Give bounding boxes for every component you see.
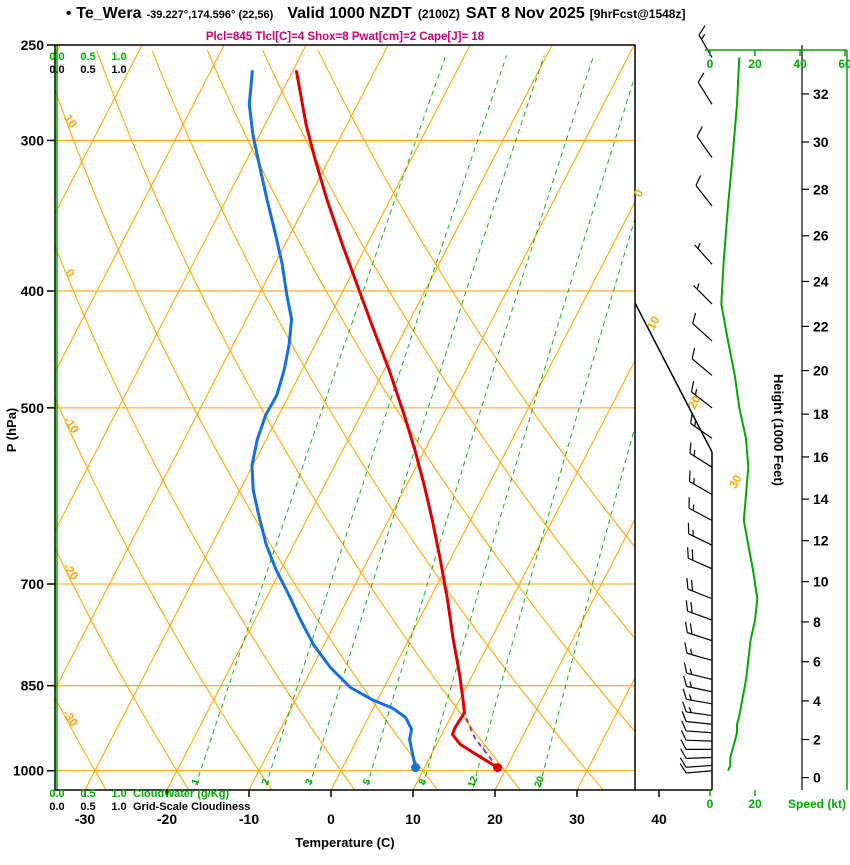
station-coordinates: -39.227°,174.596° (22,56) <box>146 9 273 21</box>
svg-text:-20: -20 <box>157 811 177 827</box>
svg-text:2: 2 <box>813 732 821 748</box>
svg-text:-30: -30 <box>60 707 82 730</box>
svg-text:12: 12 <box>813 533 829 549</box>
svg-text:Speed (kt): Speed (kt) <box>788 797 846 811</box>
plot-frame <box>55 45 712 790</box>
svg-text:24: 24 <box>813 273 829 289</box>
svg-text:12: 12 <box>466 774 481 789</box>
svg-text:3: 3 <box>304 777 316 787</box>
valid-date: SAT 8 Nov 2025 <box>466 5 585 23</box>
svg-text:P (hPa): P (hPa) <box>4 408 19 453</box>
svg-text:Grid-Scale Cloudiness: Grid-Scale Cloudiness <box>133 801 250 813</box>
svg-text:250: 250 <box>21 37 45 53</box>
svg-text:0.0: 0.0 <box>49 51 64 63</box>
svg-text:0: 0 <box>327 811 335 827</box>
svg-text:20: 20 <box>748 797 762 811</box>
svg-text:0: 0 <box>813 770 821 786</box>
svg-text:30: 30 <box>813 134 829 150</box>
svg-text:40: 40 <box>793 57 807 71</box>
svg-text:40: 40 <box>651 811 667 827</box>
svg-text:6: 6 <box>813 654 821 670</box>
svg-text:2: 2 <box>260 777 272 787</box>
svg-text:20: 20 <box>748 57 762 71</box>
svg-text:0.5: 0.5 <box>80 64 95 76</box>
svg-text:0: 0 <box>707 797 714 811</box>
svg-text:CloudWater (g/Kg): CloudWater (g/Kg) <box>133 788 229 800</box>
pressure-gridlines <box>55 140 635 770</box>
svg-text:0.5: 0.5 <box>80 788 95 800</box>
surface-dewpoint-marker <box>411 763 420 772</box>
svg-text:1000: 1000 <box>13 763 44 779</box>
mixing-ratio-lines <box>193 56 741 794</box>
svg-text:0.5: 0.5 <box>80 801 95 813</box>
station-name: Te_Wera <box>76 5 141 23</box>
svg-text:16: 16 <box>813 449 829 465</box>
svg-text:0.0: 0.0 <box>49 788 64 800</box>
svg-text:5: 5 <box>361 777 373 787</box>
chart-title: • Te_Wera -39.227°,174.596° (22,56) Vali… <box>66 5 846 23</box>
svg-text:0.5: 0.5 <box>80 51 95 63</box>
svg-text:18: 18 <box>813 406 829 422</box>
svg-text:20: 20 <box>533 774 548 789</box>
wind-speed-curve <box>721 57 757 770</box>
svg-text:20: 20 <box>487 811 503 827</box>
svg-text:-20: -20 <box>60 560 82 583</box>
svg-text:-30: -30 <box>75 811 95 827</box>
dry-adiabat-labels: 100-10-20-30 <box>60 112 83 730</box>
dewpoint-curve <box>249 72 415 768</box>
svg-text:14: 14 <box>813 491 829 507</box>
forecast-hour: [9hrFcst@1548z] <box>590 7 686 21</box>
svg-text:0.0: 0.0 <box>49 64 64 76</box>
svg-text:850: 850 <box>21 678 45 694</box>
title-bullet-icon: • <box>66 5 71 22</box>
svg-text:20: 20 <box>685 393 704 412</box>
svg-text:0: 0 <box>631 187 647 200</box>
svg-text:300: 300 <box>21 132 45 148</box>
svg-text:10: 10 <box>405 811 421 827</box>
svg-text:22: 22 <box>813 318 829 334</box>
svg-text:Temperature (C): Temperature (C) <box>295 835 394 850</box>
svg-text:4: 4 <box>813 693 821 709</box>
svg-text:10: 10 <box>813 574 829 590</box>
svg-text:20: 20 <box>813 363 829 379</box>
stability-indices: Plcl=845 Tlcl[C]=4 Shox=8 Pwat[cm]=2 Cap… <box>55 31 635 43</box>
isotherm-dry-adiabat-grid <box>0 45 850 794</box>
svg-text:0: 0 <box>63 266 78 280</box>
surface-temperature-marker <box>493 763 502 772</box>
valid-time: Valid 1000 NZDT <box>287 5 412 23</box>
svg-text:32: 32 <box>813 86 829 102</box>
svg-text:500: 500 <box>21 400 45 416</box>
svg-text:1.0: 1.0 <box>111 788 126 800</box>
svg-text:28: 28 <box>813 181 829 197</box>
svg-text:1.0: 1.0 <box>111 64 126 76</box>
svg-text:400: 400 <box>21 283 45 299</box>
svg-text:30: 30 <box>569 811 585 827</box>
svg-text:8: 8 <box>417 777 429 787</box>
svg-text:1.0: 1.0 <box>111 51 126 63</box>
svg-text:-10: -10 <box>239 811 259 827</box>
svg-text:60: 60 <box>838 57 850 71</box>
svg-text:10: 10 <box>644 313 663 332</box>
svg-text:8: 8 <box>813 614 821 630</box>
valid-time-utc: (2100Z) <box>418 7 460 21</box>
svg-text:0.0: 0.0 <box>49 801 64 813</box>
svg-text:26: 26 <box>813 228 829 244</box>
svg-text:1.0: 1.0 <box>111 801 126 813</box>
svg-text:Height (1000 Feet): Height (1000 Feet) <box>771 374 786 486</box>
svg-text:0: 0 <box>707 57 714 71</box>
svg-text:700: 700 <box>21 576 45 592</box>
pressure-axis: 250 300 400 500 700 850 1000 P (hPa) <box>4 37 55 779</box>
svg-text:1: 1 <box>190 777 202 787</box>
svg-text:30: 30 <box>726 472 745 491</box>
